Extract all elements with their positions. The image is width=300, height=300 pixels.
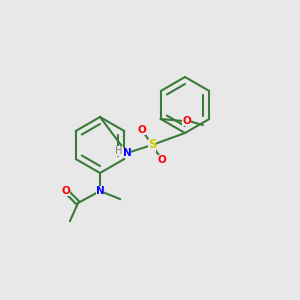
Text: O: O [182,116,191,126]
Text: N: N [123,148,131,158]
Text: S: S [148,139,156,152]
Text: O: O [158,155,166,165]
Text: O: O [61,186,70,196]
Text: N: N [96,186,104,196]
Text: H: H [115,146,123,156]
Text: O: O [138,125,146,135]
